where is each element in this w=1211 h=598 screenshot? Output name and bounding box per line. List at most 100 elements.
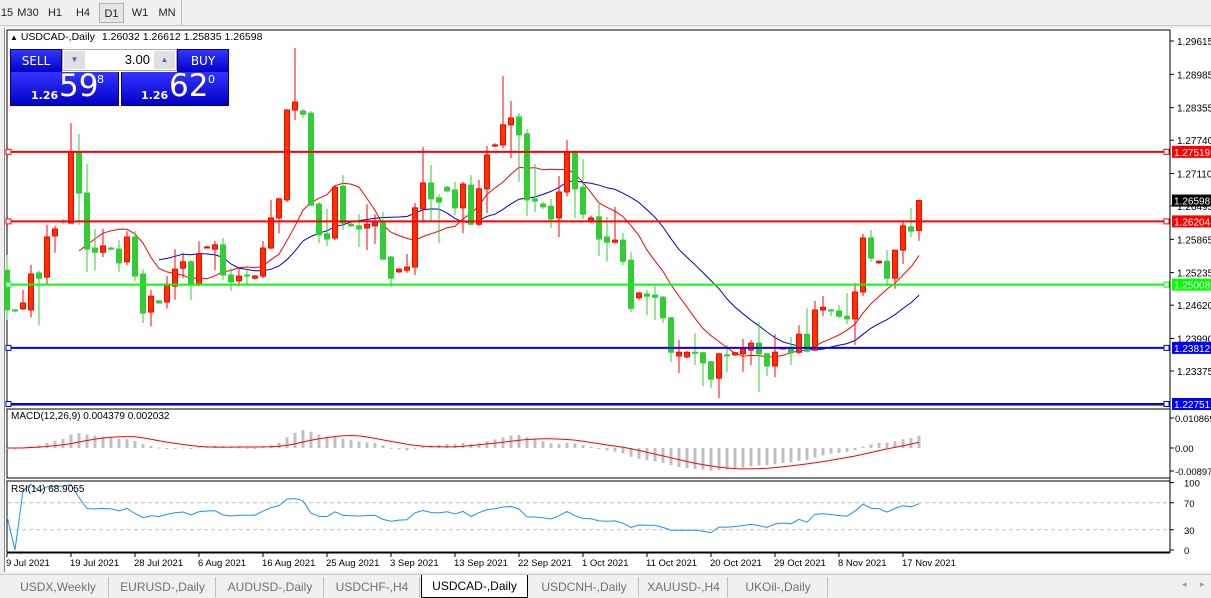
bear-candle bbox=[660, 296, 666, 319]
timeframe-m15[interactable]: 15 bbox=[0, 7, 14, 19]
tab-usdchf-h4[interactable]: USDCHF-,H4 bbox=[325, 577, 420, 597]
bull-candle bbox=[212, 244, 218, 250]
bear-candle bbox=[428, 182, 434, 200]
macd-histogram-bar bbox=[677, 448, 681, 468]
tab-audusd-daily[interactable]: AUDUSD-,Daily bbox=[217, 577, 324, 597]
macd-histogram-bar bbox=[357, 441, 361, 448]
macd-histogram-bar bbox=[93, 435, 97, 448]
bull-candle bbox=[396, 268, 402, 273]
macd-histogram-bar bbox=[733, 448, 737, 469]
bear-candle bbox=[644, 293, 650, 297]
price-tick-label: 1.27740 bbox=[1177, 136, 1211, 147]
bear-candle bbox=[92, 247, 98, 253]
price-tick-label: 1.23375 bbox=[1177, 367, 1211, 378]
price-tick-label: 1.29615 bbox=[1177, 37, 1211, 48]
bull-candle bbox=[892, 249, 898, 279]
date-label: 1 Oct 2021 bbox=[582, 558, 628, 569]
macd-histogram-bar bbox=[685, 448, 689, 469]
macd-histogram-bar bbox=[693, 448, 697, 469]
macd-histogram-bar bbox=[301, 429, 305, 448]
price-label: 1.23812 bbox=[1174, 344, 1211, 355]
macd-histogram-bar bbox=[389, 447, 393, 449]
bear-candle bbox=[244, 274, 250, 277]
macd-histogram-bar bbox=[61, 438, 65, 448]
collapse-triangle-icon[interactable]: ▲ bbox=[10, 33, 18, 42]
macd-histogram-bar bbox=[829, 448, 833, 454]
bear-candle bbox=[724, 354, 730, 357]
macd-histogram-bar bbox=[877, 443, 881, 448]
buy-button[interactable]: BUY bbox=[177, 49, 229, 73]
volume-input[interactable]: 3.00 bbox=[124, 52, 150, 67]
buy-price-button[interactable]: 1.26 62 0 bbox=[121, 68, 229, 106]
bear-candle bbox=[380, 220, 386, 260]
macd-histogram-bar bbox=[77, 433, 81, 448]
tab-xauusd-h4[interactable]: XAUUSD-,H4 bbox=[640, 577, 728, 597]
sell-button[interactable]: SELL bbox=[10, 49, 62, 73]
sell-price-prefix: 1.26 bbox=[31, 89, 59, 102]
macd-histogram-bar bbox=[317, 434, 321, 448]
bull-candle bbox=[508, 117, 514, 126]
macd-histogram-bar bbox=[573, 443, 577, 448]
tab-usdx-weekly[interactable]: USDX,Weekly bbox=[8, 577, 109, 597]
volume-decrease-button[interactable]: ▼ bbox=[64, 51, 85, 69]
rsi-axis-label: 100 bbox=[1184, 479, 1200, 490]
line-anchor-left bbox=[5, 218, 12, 225]
line-anchor-left bbox=[5, 281, 12, 288]
bull-candle bbox=[852, 291, 858, 320]
rsi-pane-border bbox=[6, 480, 1171, 553]
price-tick-label: 1.26495 bbox=[1177, 202, 1211, 213]
date-label: 17 Nov 2021 bbox=[902, 558, 956, 569]
bull-candle bbox=[492, 144, 498, 147]
macd-axis-label: 0.00 bbox=[1175, 444, 1194, 455]
timeframe-d1[interactable]: D1 bbox=[99, 3, 124, 23]
bull-candle bbox=[332, 186, 338, 239]
date-label: 20 Oct 2021 bbox=[710, 558, 762, 569]
macd-histogram-bar bbox=[365, 442, 369, 448]
macd-histogram-bar bbox=[197, 447, 201, 449]
tab-scroll-left-icon[interactable]: ◂ bbox=[1182, 579, 1187, 589]
bear-candle bbox=[108, 247, 114, 250]
price-label-box bbox=[1172, 215, 1211, 228]
macd-histogram-bar bbox=[333, 437, 337, 448]
timeframe-mn[interactable]: MN bbox=[158, 7, 176, 19]
timeframe-h1[interactable]: H1 bbox=[47, 7, 63, 19]
price-label-box bbox=[1172, 145, 1211, 158]
bear-candle bbox=[140, 273, 146, 314]
bull-candle bbox=[172, 268, 178, 287]
bull-candle bbox=[268, 217, 274, 249]
timeframe-h4[interactable]: H4 bbox=[75, 7, 91, 19]
tab-eurusd-daily[interactable]: EURUSD-,Daily bbox=[110, 577, 216, 597]
price-chart[interactable]: 1.29615 1.28985 1.28355 1.27740 1.27110 1.264… bbox=[0, 0, 1211, 574]
macd-histogram-bar bbox=[533, 439, 537, 448]
macd-histogram-bar bbox=[861, 446, 865, 448]
volume-input-box bbox=[62, 49, 177, 71]
tab-ukoil-daily[interactable]: UKOil-,Daily bbox=[729, 577, 828, 597]
macd-histogram-bar bbox=[781, 448, 785, 464]
bear-candle bbox=[452, 189, 458, 209]
volume-increase-button[interactable]: ▲ bbox=[154, 51, 175, 69]
bear-candle bbox=[316, 203, 322, 236]
macd-histogram-bar bbox=[149, 445, 153, 448]
bear-candle bbox=[548, 205, 554, 220]
macd-histogram-bar bbox=[117, 439, 121, 448]
bear-candle bbox=[620, 239, 626, 262]
date-label: 3 Sep 2021 bbox=[390, 558, 439, 569]
tab-usdcnh-daily[interactable]: USDCNH-,Daily bbox=[530, 577, 639, 597]
tab-usdcad-daily[interactable]: USDCAD-,Daily bbox=[421, 575, 528, 598]
timeframe-w1[interactable]: W1 bbox=[131, 7, 149, 19]
macd-histogram-bar bbox=[797, 448, 801, 461]
macd-histogram-bar bbox=[485, 441, 489, 448]
macd-histogram-bar bbox=[509, 435, 513, 448]
bear-candle bbox=[692, 351, 698, 354]
macd-histogram-bar bbox=[645, 448, 649, 461]
tab-scroll-right-icon[interactable]: ▸ bbox=[1200, 579, 1205, 589]
macd-histogram-bar bbox=[181, 447, 185, 449]
timeframe-m30[interactable]: M30 bbox=[17, 7, 39, 19]
sell-price-button[interactable]: 1.26 59 8 bbox=[10, 68, 119, 106]
bear-candle bbox=[228, 274, 234, 283]
macd-histogram-bar bbox=[717, 448, 721, 471]
macd-histogram-bar bbox=[765, 448, 769, 466]
macd-histogram-bar bbox=[477, 443, 481, 448]
bull-candle bbox=[204, 246, 210, 249]
macd-histogram-bar bbox=[541, 441, 545, 448]
